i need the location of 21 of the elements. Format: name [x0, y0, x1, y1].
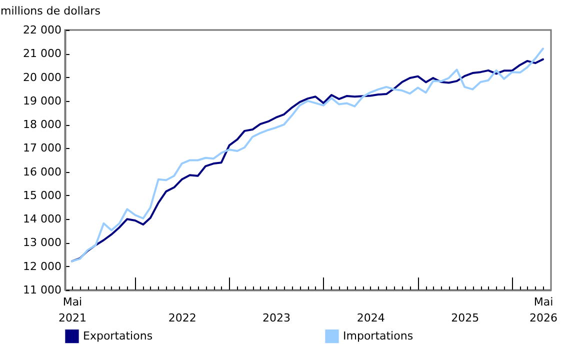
y-tick-label: 22 000 — [23, 24, 62, 36]
x-tick-label: 2023 — [262, 312, 291, 324]
y-tick-label: 20 000 — [23, 70, 62, 84]
y-tick-label: 16 000 — [23, 165, 62, 178]
legend-label: Importations — [343, 329, 414, 342]
x-tick-label: 2024 — [356, 312, 385, 324]
y-tick-label: 12 000 — [23, 260, 62, 273]
y-tick-label: 11 000 — [23, 284, 62, 296]
y-tick-label: 18 000 — [23, 118, 62, 132]
x-tick-label: Mai 2026 — [530, 296, 558, 324]
y-tick-label: 15 000 — [23, 188, 62, 202]
x-tick-label: Mai 2021 — [58, 296, 86, 324]
legend-label: Exportations — [83, 329, 153, 342]
y-tick-label: 17 000 — [23, 142, 62, 155]
y-tick-label: 19 000 — [23, 94, 62, 108]
x-tick-label: 2025 — [451, 312, 480, 324]
y-tick-label: 14 000 — [23, 212, 62, 226]
x-tick-label: 2022 — [168, 312, 196, 324]
y-tick-label: 13 000 — [23, 236, 62, 250]
y-axis-title: millions de dollars — [0, 4, 101, 18]
y-tick-label: 21 000 — [23, 47, 62, 60]
